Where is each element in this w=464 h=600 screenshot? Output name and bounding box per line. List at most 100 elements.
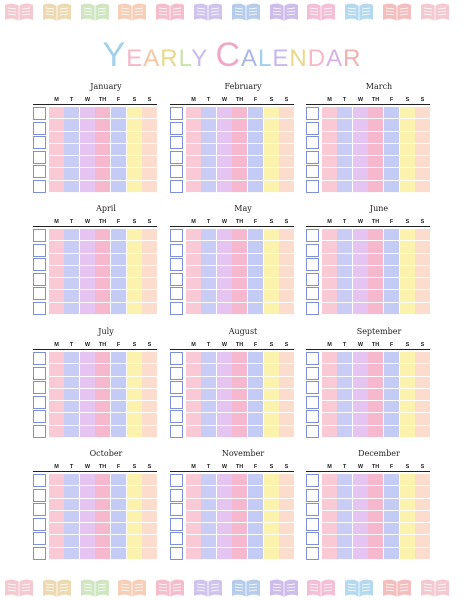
day-cell[interactable]	[49, 156, 64, 169]
day-cell[interactable]	[353, 266, 368, 279]
day-cell[interactable]	[400, 499, 415, 511]
day-cell[interactable]	[232, 181, 247, 194]
day-cell[interactable]	[127, 486, 142, 499]
day-cell[interactable]	[384, 156, 399, 169]
day-cell[interactable]	[64, 401, 79, 414]
day-cell[interactable]	[232, 254, 247, 266]
day-cell[interactable]	[80, 499, 95, 511]
day-cell[interactable]	[415, 156, 430, 169]
day-cell[interactable]	[217, 377, 232, 389]
day-cell[interactable]	[248, 254, 263, 266]
day-cell[interactable]	[201, 254, 216, 266]
day-cell[interactable]	[201, 303, 216, 316]
day-cell[interactable]	[186, 266, 201, 279]
day-cell[interactable]	[322, 156, 337, 169]
week-checkbox[interactable]	[33, 352, 46, 365]
day-cell[interactable]	[80, 523, 95, 536]
day-cell[interactable]	[111, 414, 126, 426]
day-cell[interactable]	[415, 486, 430, 499]
day-cell[interactable]	[384, 144, 399, 157]
day-cell[interactable]	[337, 119, 352, 132]
week-checkbox[interactable]	[170, 179, 183, 193]
day-cell[interactable]	[186, 377, 201, 389]
day-cell[interactable]	[384, 266, 399, 279]
day-cell[interactable]	[127, 119, 142, 132]
day-cell[interactable]	[201, 548, 216, 561]
day-cell[interactable]	[49, 364, 64, 377]
day-cell[interactable]	[368, 523, 383, 536]
week-checkbox[interactable]	[306, 395, 319, 409]
day-cell[interactable]	[279, 144, 294, 157]
day-cell[interactable]	[201, 474, 216, 487]
day-cell[interactable]	[95, 241, 110, 254]
day-cell[interactable]	[49, 169, 64, 181]
day-cell[interactable]	[400, 241, 415, 254]
day-cell[interactable]	[337, 229, 352, 242]
day-cell[interactable]	[217, 107, 232, 120]
day-cell[interactable]	[186, 119, 201, 132]
day-cell[interactable]	[415, 229, 430, 242]
week-checkbox[interactable]	[170, 243, 183, 257]
day-cell[interactable]	[279, 291, 294, 303]
day-cell[interactable]	[384, 169, 399, 181]
week-checkbox[interactable]	[306, 503, 319, 516]
day-cell[interactable]	[353, 364, 368, 377]
day-cell[interactable]	[127, 352, 142, 365]
day-cell[interactable]	[232, 511, 247, 524]
day-cell[interactable]	[232, 548, 247, 561]
day-cell[interactable]	[384, 511, 399, 524]
day-cell[interactable]	[279, 414, 294, 426]
day-cell[interactable]	[201, 229, 216, 242]
day-cell[interactable]	[186, 523, 201, 536]
day-cell[interactable]	[264, 511, 279, 524]
day-cell[interactable]	[111, 401, 126, 414]
day-cell[interactable]	[111, 144, 126, 157]
day-cell[interactable]	[111, 156, 126, 169]
day-cell[interactable]	[384, 401, 399, 414]
day-cell[interactable]	[322, 474, 337, 487]
day-cell[interactable]	[322, 511, 337, 524]
day-cell[interactable]	[111, 499, 126, 511]
day-cell[interactable]	[368, 364, 383, 377]
day-cell[interactable]	[400, 401, 415, 414]
day-cell[interactable]	[384, 303, 399, 316]
day-cell[interactable]	[264, 364, 279, 377]
day-cell[interactable]	[264, 536, 279, 548]
day-cell[interactable]	[353, 474, 368, 487]
day-cell[interactable]	[64, 474, 79, 487]
day-cell[interactable]	[322, 266, 337, 279]
day-cell[interactable]	[368, 241, 383, 254]
day-cell[interactable]	[248, 132, 263, 144]
day-cell[interactable]	[415, 132, 430, 144]
day-cell[interactable]	[127, 254, 142, 266]
day-cell[interactable]	[232, 119, 247, 132]
day-cell[interactable]	[384, 132, 399, 144]
week-checkbox[interactable]	[170, 532, 183, 545]
day-cell[interactable]	[337, 303, 352, 316]
day-cell[interactable]	[80, 536, 95, 548]
day-cell[interactable]	[49, 511, 64, 524]
day-cell[interactable]	[415, 474, 430, 487]
day-cell[interactable]	[186, 144, 201, 157]
day-cell[interactable]	[217, 229, 232, 242]
day-cell[interactable]	[337, 107, 352, 120]
day-cell[interactable]	[49, 107, 64, 120]
day-cell[interactable]	[337, 181, 352, 194]
day-cell[interactable]	[384, 107, 399, 120]
day-cell[interactable]	[111, 389, 126, 402]
week-checkbox[interactable]	[170, 352, 183, 365]
day-cell[interactable]	[279, 401, 294, 414]
week-checkbox[interactable]	[33, 395, 46, 409]
day-cell[interactable]	[95, 536, 110, 548]
day-cell[interactable]	[217, 364, 232, 377]
day-cell[interactable]	[415, 499, 430, 511]
day-cell[interactable]	[64, 377, 79, 389]
day-cell[interactable]	[353, 254, 368, 266]
day-cell[interactable]	[264, 254, 279, 266]
day-cell[interactable]	[186, 414, 201, 426]
day-cell[interactable]	[400, 474, 415, 487]
week-checkbox[interactable]	[306, 272, 319, 286]
day-cell[interactable]	[264, 229, 279, 242]
day-cell[interactable]	[415, 303, 430, 316]
day-cell[interactable]	[49, 523, 64, 536]
